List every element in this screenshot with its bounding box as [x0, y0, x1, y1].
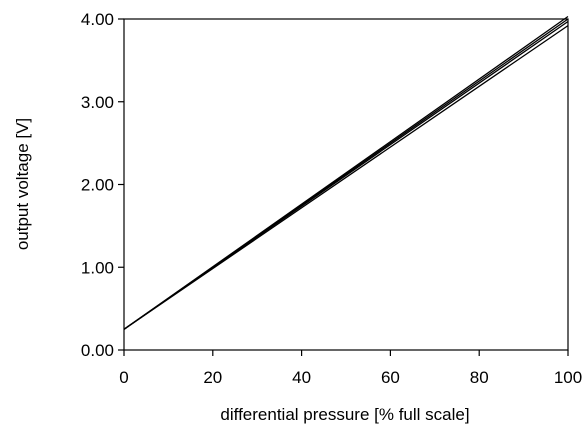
y-tick-label: 1.00: [81, 258, 114, 277]
x-axis: 0 20 40 60 80 100: [119, 350, 582, 387]
x-tick-label: 80: [470, 368, 489, 387]
x-axis-label: differential pressure [% full scale]: [220, 405, 469, 424]
y-tick-label: 4.00: [81, 10, 114, 29]
y-axis-label: output voltage [V]: [13, 118, 32, 250]
x-tick-label: 20: [203, 368, 222, 387]
x-tick-label: 0: [119, 368, 128, 387]
y-tick-label: 0.00: [81, 341, 114, 360]
plot-area: [123, 18, 569, 351]
x-tick-label: 40: [292, 368, 311, 387]
y-axis: 0.00 1.00 2.00 3.00 4.00: [81, 10, 124, 360]
series-line-4: [123, 25, 569, 330]
x-tick-label: 60: [381, 368, 400, 387]
plot-frame: [123, 18, 569, 351]
series-layer: [123, 15, 569, 330]
y-tick-label: 2.00: [81, 176, 114, 195]
y-tick-label: 3.00: [81, 93, 114, 112]
x-tick-label: 100: [554, 368, 582, 387]
